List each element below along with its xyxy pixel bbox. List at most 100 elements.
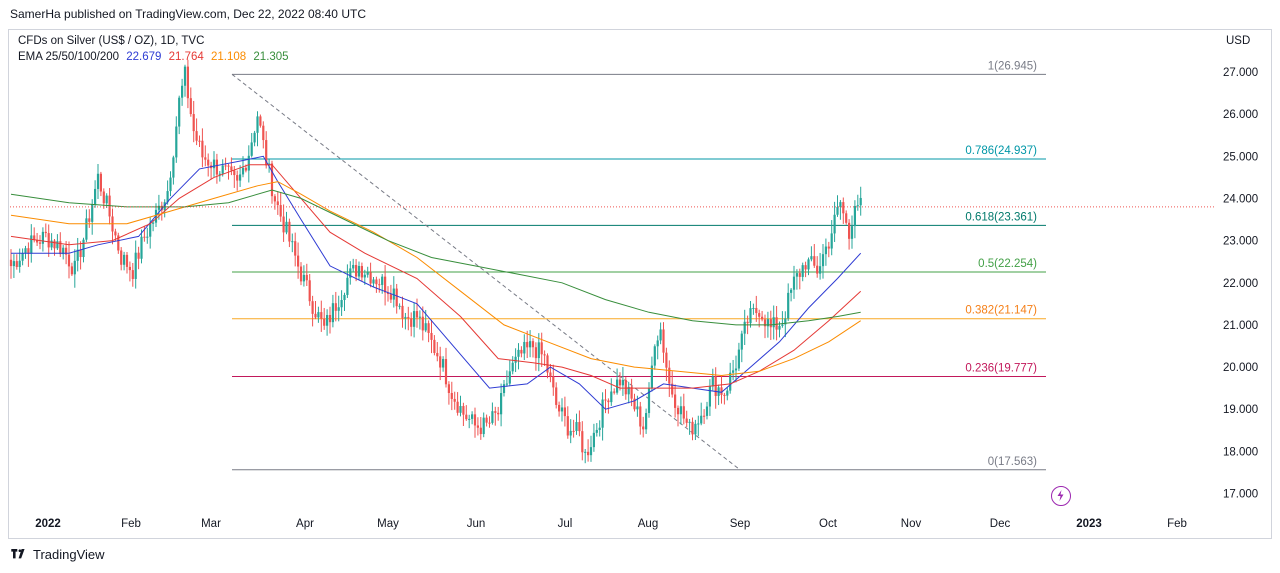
candle-body <box>120 250 123 265</box>
fib-level-label: 0(17.563) <box>988 456 1037 468</box>
candle-body <box>349 268 352 278</box>
candle-body <box>76 249 79 261</box>
candle-body <box>830 233 833 249</box>
y-tick-label: 26.000 <box>1223 109 1258 121</box>
ema-legend[interactable]: EMA 25/50/100/200 22.679 21.764 21.108 2… <box>18 51 293 63</box>
candle-body <box>813 256 816 266</box>
candle-body <box>12 261 15 267</box>
candle-body <box>192 114 195 132</box>
candle-body <box>850 226 854 239</box>
candle-body <box>482 417 485 435</box>
candle-body <box>824 246 827 255</box>
candle-body <box>749 308 752 324</box>
publish-header: SamerHa published on TradingView.com, De… <box>10 7 366 21</box>
candle-body <box>404 316 407 319</box>
y-tick-label: 25.000 <box>1223 151 1258 163</box>
candle-body <box>795 273 798 277</box>
candle-body <box>91 204 94 222</box>
candle-body <box>552 376 555 388</box>
candle-body <box>430 332 433 340</box>
candle-body <box>743 321 746 334</box>
candle-body <box>157 205 160 210</box>
candle-body <box>827 246 830 249</box>
candle-body <box>587 451 590 456</box>
candle-body <box>674 394 677 408</box>
candle-body <box>618 379 622 386</box>
candle-body <box>149 223 152 237</box>
candle-body <box>691 421 694 435</box>
candle-body <box>476 425 479 428</box>
candle-body <box>363 274 366 278</box>
candle-body <box>253 132 256 143</box>
ema-50-value: 21.764 <box>168 51 204 63</box>
candle-body <box>549 372 552 377</box>
y-tick-label: 23.000 <box>1223 236 1258 248</box>
candle-body <box>244 167 247 171</box>
x-tick-label: 2023 <box>1076 518 1102 530</box>
candle-body <box>833 214 836 234</box>
candle-body <box>560 407 564 412</box>
trend-line[interactable] <box>231 73 741 471</box>
candle-body <box>668 367 671 384</box>
candle-body <box>94 188 97 205</box>
candle-body <box>56 241 59 249</box>
candle-body <box>459 406 462 413</box>
candle-body <box>659 329 662 341</box>
currency-label[interactable]: USD <box>1226 35 1251 47</box>
candle-body <box>15 261 18 267</box>
candle-body <box>305 274 308 281</box>
candle-body <box>685 418 688 423</box>
candle-body <box>792 276 796 290</box>
candle-body <box>181 85 184 98</box>
y-axis[interactable]: 17.000 18.000 19.000 20.000 21.000 22.000 23.0… <box>1223 67 1258 501</box>
candle-body <box>401 305 404 319</box>
candle-body <box>720 387 723 395</box>
candle-body <box>424 323 427 331</box>
x-tick-label: Oct <box>819 518 838 530</box>
candle-body <box>369 272 372 284</box>
candle-body <box>563 407 566 417</box>
candle-body <box>186 66 189 99</box>
candle-body <box>131 270 134 279</box>
x-tick-label: 2022 <box>35 518 61 530</box>
candle-body <box>766 319 769 327</box>
candle-body <box>47 233 50 248</box>
candle-body <box>134 252 137 279</box>
candle-body <box>18 260 21 267</box>
candle-body <box>682 406 685 419</box>
candle-body <box>647 388 651 414</box>
candle-body <box>85 218 88 240</box>
candle-body <box>366 272 369 275</box>
candle-body <box>473 414 477 426</box>
footer-brand[interactable]: TradingView <box>10 547 105 562</box>
footer-brand-label: TradingView <box>33 547 105 562</box>
candle-body <box>543 354 546 356</box>
candle-body <box>62 247 65 255</box>
candle-body <box>758 313 761 317</box>
candle-body <box>572 430 575 432</box>
x-axis[interactable]: 2022 Feb Mar Apr May Jun Jul Aug Sep Oct Nov Dec 202… <box>35 518 1187 530</box>
candle-body <box>201 140 204 158</box>
symbol-legend[interactable]: CFDs on Silver (US$ / OZ), 1D, TVC <box>18 35 205 47</box>
y-tick-label: 17.000 <box>1223 489 1258 501</box>
candle-body <box>282 216 285 233</box>
candle-body <box>73 260 76 275</box>
candle-body <box>627 386 630 395</box>
candle-body <box>746 321 749 324</box>
candle-body <box>514 356 517 363</box>
candle-body <box>737 349 740 369</box>
candle-body <box>662 329 665 353</box>
candle-body <box>9 259 13 267</box>
candle-body <box>27 248 30 254</box>
bolt-icon[interactable] <box>1051 486 1071 506</box>
candle-body <box>59 241 62 255</box>
candle-body <box>372 279 375 284</box>
candle-body <box>616 379 619 393</box>
candle-body <box>798 273 801 277</box>
candle-body <box>175 126 178 158</box>
candle-body <box>297 255 300 267</box>
candle-body <box>183 66 187 86</box>
candle-body <box>711 376 714 387</box>
candle-body <box>665 352 668 368</box>
